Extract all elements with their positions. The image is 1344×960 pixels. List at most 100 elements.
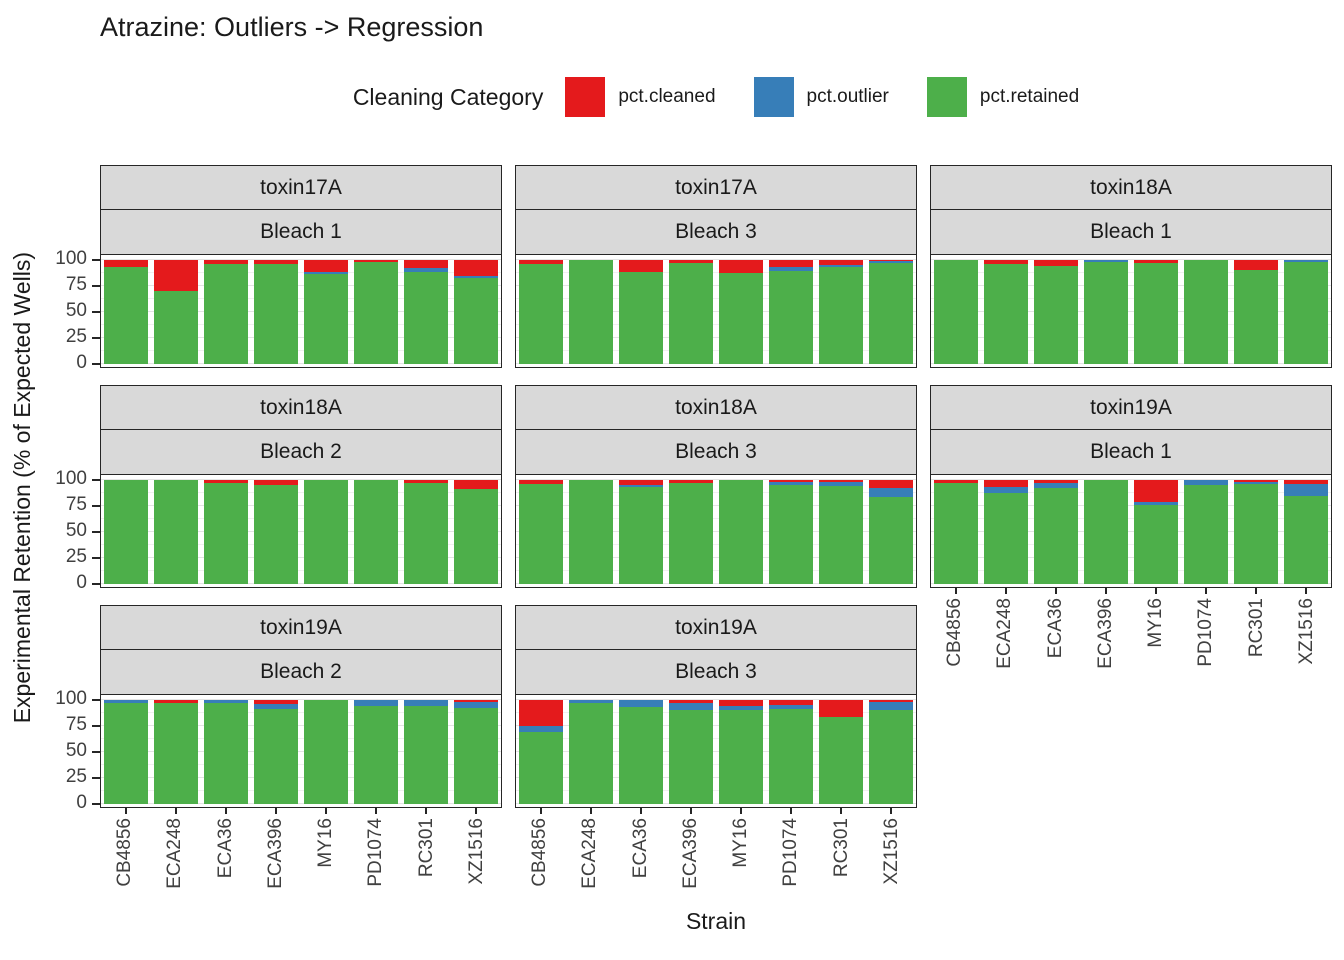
y-axis-tick-label: 75: [65, 273, 87, 295]
bar-segment-pct.outlier: [204, 699, 248, 704]
bar-segment-pct.retained: [769, 485, 813, 584]
facet-strip-bleach: Bleach 1: [930, 429, 1332, 476]
bar-ECA248: [154, 699, 198, 804]
bar-segment-pct.cleaned: [1034, 479, 1078, 484]
facet-strip-bleach: Bleach 3: [515, 649, 917, 696]
minor-gridline: [516, 349, 916, 351]
legend-item: pct.cleaned: [565, 77, 716, 117]
x-axis-label-slot: RC301: [817, 818, 867, 920]
bar-segment-pct.outlier: [354, 699, 398, 707]
bar-ECA396: [1084, 479, 1128, 584]
bar-segment-pct.retained: [104, 479, 148, 584]
x-axis-label-slot: RC301: [1232, 598, 1282, 700]
major-gridline: [101, 556, 501, 558]
facet-panel: toxin18A Bleach 1: [930, 165, 1332, 370]
x-axis-label: RC301: [415, 818, 437, 878]
y-axis-title: Experimental Retention (% of Expected We…: [8, 251, 35, 724]
legend: Cleaning Category pct.cleaned pct.outlier…: [100, 72, 1332, 122]
bar-ECA396: [669, 699, 713, 804]
y-axis-tick: [92, 750, 100, 753]
panel-plot-area: [515, 693, 917, 815]
bar-segment-pct.outlier: [1284, 259, 1328, 262]
x-axis-tick: [890, 807, 892, 815]
x-axis-label: ECA248: [164, 818, 186, 889]
bar-segment-pct.outlier: [1284, 484, 1328, 496]
minor-gridline: [931, 491, 1331, 493]
bar-segment-pct.cleaned: [869, 259, 913, 261]
x-axis-label-slot: MY16: [301, 818, 351, 920]
x-axis-label: ECA396: [1094, 598, 1116, 669]
major-gridline: [101, 362, 501, 364]
bar-PD1074: [769, 699, 813, 804]
major-gridline: [101, 750, 501, 752]
y-axis-tick: [92, 698, 100, 701]
bar-segment-pct.retained: [934, 259, 978, 364]
panel-plot-area: [515, 473, 917, 589]
bar-segment-pct.cleaned: [819, 699, 863, 717]
x-axis-label-slot: ECA36: [616, 818, 666, 920]
facet-strip-bleach: Bleach 3: [515, 209, 917, 256]
major-gridline: [516, 582, 916, 584]
y-axis-tick-label: 25: [65, 765, 87, 787]
x-axis-label: CB4856: [944, 598, 966, 667]
major-gridline: [101, 336, 501, 338]
bar-segment-pct.retained: [934, 483, 978, 584]
bar-segment-pct.cleaned: [1134, 479, 1178, 502]
bar-segment-pct.retained: [719, 479, 763, 584]
bar-segment-pct.retained: [1184, 485, 1228, 584]
minor-gridline: [101, 711, 501, 713]
bar-segment-pct.outlier: [454, 275, 498, 278]
bar-CB4856: [934, 479, 978, 584]
bar-segment-pct.retained: [1284, 262, 1328, 364]
x-axis-label-slot: XZ1516: [867, 818, 917, 920]
bar-ECA396: [669, 259, 713, 364]
x-axis-label: XZ1516: [465, 818, 487, 885]
major-gridline: [516, 284, 916, 286]
x-axis-label-slot: ECA248: [980, 598, 1030, 700]
minor-gridline: [516, 763, 916, 765]
facet-strip-bleach: Bleach 1: [930, 209, 1332, 256]
bar-ECA248: [984, 259, 1028, 364]
bar-segment-pct.cleaned: [254, 259, 298, 265]
bar-segment-pct.outlier: [869, 702, 913, 711]
x-axis-label-slot: ECA396: [251, 818, 301, 920]
bar-segment-pct.outlier: [869, 260, 913, 264]
facet-strip-toxin: toxin17A: [100, 165, 502, 211]
bar-segment-pct.retained: [104, 703, 148, 804]
bar-segment-pct.cleaned: [984, 479, 1028, 488]
bar-segment-pct.cleaned: [1234, 259, 1278, 271]
bar-segment-pct.outlier: [404, 699, 448, 707]
facet-panel: toxin19A Bleach 1 CB4856 ECA248 ECA36 ECA396 M…: [930, 385, 1332, 669]
bar-segment-pct.cleaned: [769, 699, 813, 706]
facet-strip-bleach: Bleach 3: [515, 429, 917, 476]
minor-gridline: [101, 323, 501, 325]
bar-ECA396: [254, 259, 298, 364]
y-axis-tick: [92, 556, 100, 559]
minor-gridline: [516, 789, 916, 791]
bar-segment-pct.cleaned: [819, 259, 863, 266]
bar-ECA36: [619, 699, 663, 804]
bar-segment-pct.retained: [304, 274, 348, 364]
bar-segment-pct.cleaned: [719, 259, 763, 274]
bar-segment-pct.retained: [1234, 484, 1278, 584]
bar-PD1074: [1184, 259, 1228, 364]
bar-segment-pct.retained: [404, 706, 448, 804]
bar-segment-pct.outlier: [104, 699, 148, 704]
bar-XZ1516: [454, 259, 498, 364]
bar-segment-pct.retained: [869, 263, 913, 364]
bar-segment-pct.cleaned: [519, 259, 563, 265]
bar-segment-pct.retained: [454, 277, 498, 364]
minor-gridline: [931, 349, 1331, 351]
minor-gridline: [101, 737, 501, 739]
x-axis-label-slot: MY16: [1131, 598, 1181, 700]
minor-gridline: [516, 271, 916, 273]
bar-segment-pct.outlier: [404, 268, 448, 273]
bar-segment-pct.retained: [819, 716, 863, 804]
minor-gridline: [101, 349, 501, 351]
bar-segment-pct.outlier: [1184, 479, 1228, 486]
bar-segment-pct.outlier: [454, 702, 498, 709]
facet-strip-toxin: toxin19A: [515, 605, 917, 651]
y-axis-tick-label: 0: [76, 791, 87, 813]
bar-MY16: [719, 259, 763, 364]
